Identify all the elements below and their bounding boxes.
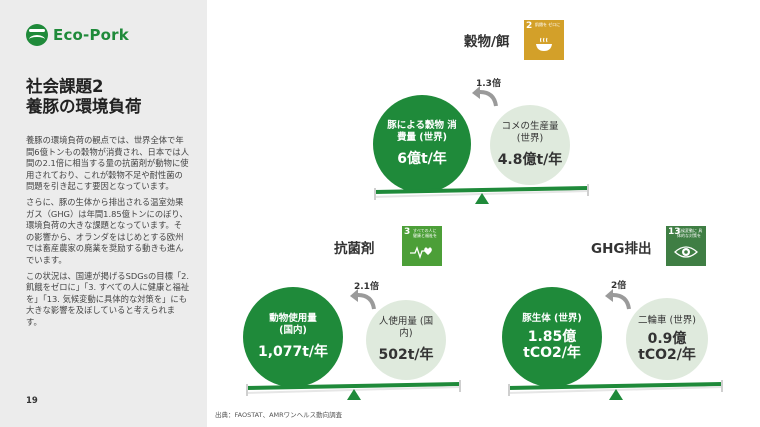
grain-ratio: 1.3倍 xyxy=(476,79,501,89)
logo: Eco-Pork xyxy=(26,24,129,46)
globe-logo-icon xyxy=(26,24,48,46)
curved-arrow-icon xyxy=(472,86,498,107)
sdg-badge-2: 2 飢餓を ゼロに xyxy=(524,20,564,60)
grain-title: 穀物/餌 xyxy=(464,34,510,50)
page-title: 社会課題2 養豚の環境負荷 xyxy=(26,77,142,117)
grain-small-value: 4.8億t/年 xyxy=(497,152,563,168)
sdg-text: 飢餓を ゼロに xyxy=(535,22,561,27)
bowl-icon xyxy=(524,37,564,57)
page-number: 19 xyxy=(26,396,38,406)
grain-big-circle: 豚による穀物 消費量 (世界) 6億t/年 xyxy=(373,95,471,193)
grain-seesaw xyxy=(374,184,589,204)
eye-globe-icon xyxy=(666,245,706,263)
ghg-big-value: 1.85億 tCO2/年 xyxy=(523,329,581,361)
antibiotic-title: 抗菌剤 xyxy=(334,241,375,257)
antibiotic-big-circle: 動物使用量 (国内) 1,077t/年 xyxy=(243,287,343,387)
grain-big-value: 6億t/年 xyxy=(397,151,447,167)
sdg-badge-3: 3 すべての人に 健康と福祉を xyxy=(402,226,442,266)
sdg-text: 気候変動に 具体的な対策を xyxy=(677,228,703,238)
antibiotic-seesaw xyxy=(246,380,461,400)
curved-arrow-icon xyxy=(350,289,376,310)
antibiotic-small-circle: 人使用量 (国内) 502t/年 xyxy=(366,300,446,380)
sidebar: Eco-Pork 社会課題2 養豚の環境負荷 養豚の環境負荷の観点では、世界全体… xyxy=(0,0,207,427)
grain-big-label: 豚による穀物 消費量 (世界) xyxy=(387,120,457,143)
sdg-badge-13: 13 気候変動に 具体的な対策を xyxy=(666,226,706,266)
title-line-2: 養豚の環境負荷 xyxy=(26,97,142,116)
paragraph-1: 養豚の環境負荷の観点では、世界全体で年間6億トンもの穀物が消費され、日本では人間… xyxy=(26,135,190,192)
ghg-small-label: 二輪車 (世界) xyxy=(638,315,696,326)
curved-arrow-icon xyxy=(605,289,631,310)
paragraph-2: さらに、豚の生体から排出される温室効果ガス（GHG）は年間1.85億トンにのぼり… xyxy=(26,196,188,265)
grain-small-label: コメの生産量 (世界) xyxy=(501,121,559,144)
logo-text: Eco-Pork xyxy=(53,26,129,44)
source-note: 出典：FAOSTAT、AMRワンヘルス動向調査 xyxy=(215,411,343,419)
ghg-small-value: 0.9億 tCO2/年 xyxy=(638,331,696,363)
sdg-number: 3 xyxy=(404,227,411,237)
ghg-seesaw xyxy=(508,380,723,400)
body-text: 養豚の環境負荷の観点では、世界全体で年間6億トンもの穀物が消費され、日本では人間… xyxy=(26,135,190,333)
antibiotic-big-value: 1,077t/年 xyxy=(257,344,329,360)
title-line-1: 社会課題2 xyxy=(26,77,104,96)
antibiotic-big-label: 動物使用量 (国内) xyxy=(269,313,317,336)
grain-small-circle: コメの生産量 (世界) 4.8億t/年 xyxy=(490,105,570,185)
ghg-big-circle: 豚生体 (世界) 1.85億 tCO2/年 xyxy=(502,287,602,387)
ghg-big-label: 豚生体 (世界) xyxy=(522,313,582,324)
ghg-ratio: 2倍 xyxy=(611,281,627,291)
sdg-text: すべての人に 健康と福祉を xyxy=(413,228,437,238)
antibiotic-small-label: 人使用量 (国内) xyxy=(378,316,434,339)
ghg-title: GHG排出 xyxy=(591,241,652,257)
sdg-number: 13 xyxy=(668,227,681,237)
antibiotic-small-value: 502t/年 xyxy=(378,347,434,363)
paragraph-3: この状況は、国連が掲げるSDGsの目標「2. 飢餓をゼロに」「3. すべての人に… xyxy=(26,270,190,327)
heartbeat-icon xyxy=(402,245,442,263)
antibiotic-ratio: 2.1倍 xyxy=(354,282,379,292)
ghg-small-circle: 二輪車 (世界) 0.9億 tCO2/年 xyxy=(626,298,708,380)
sdg-number: 2 xyxy=(526,21,533,31)
